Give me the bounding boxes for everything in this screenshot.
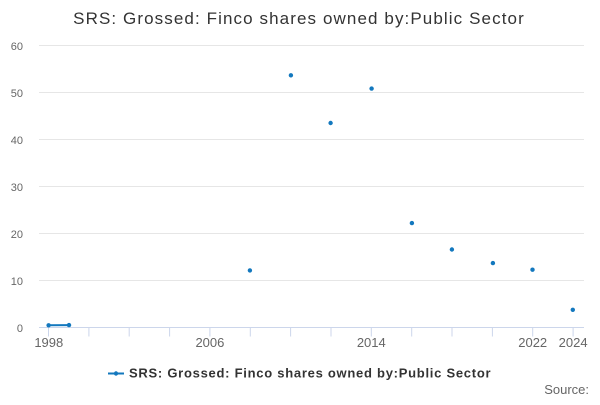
svg-text:1998: 1998 xyxy=(34,335,63,350)
svg-text:2022: 2022 xyxy=(518,335,547,350)
svg-text:0: 0 xyxy=(17,323,23,335)
svg-text:30: 30 xyxy=(11,182,23,194)
svg-text:2014: 2014 xyxy=(357,335,386,350)
svg-text:SRS: Grossed: Finco shares own: SRS: Grossed: Finco shares owned by:Publ… xyxy=(73,9,525,28)
svg-text:2024: 2024 xyxy=(559,335,588,350)
svg-text:60: 60 xyxy=(11,41,23,53)
svg-text:10: 10 xyxy=(11,276,23,288)
svg-text:Source:: Source: xyxy=(544,382,589,397)
svg-text:2006: 2006 xyxy=(195,335,224,350)
svg-text:SRS: Grossed: Finco shares own: SRS: Grossed: Finco shares owned by:Publ… xyxy=(129,366,491,381)
svg-text:40: 40 xyxy=(11,135,23,147)
svg-text:50: 50 xyxy=(11,88,23,100)
svg-text:20: 20 xyxy=(11,229,23,241)
